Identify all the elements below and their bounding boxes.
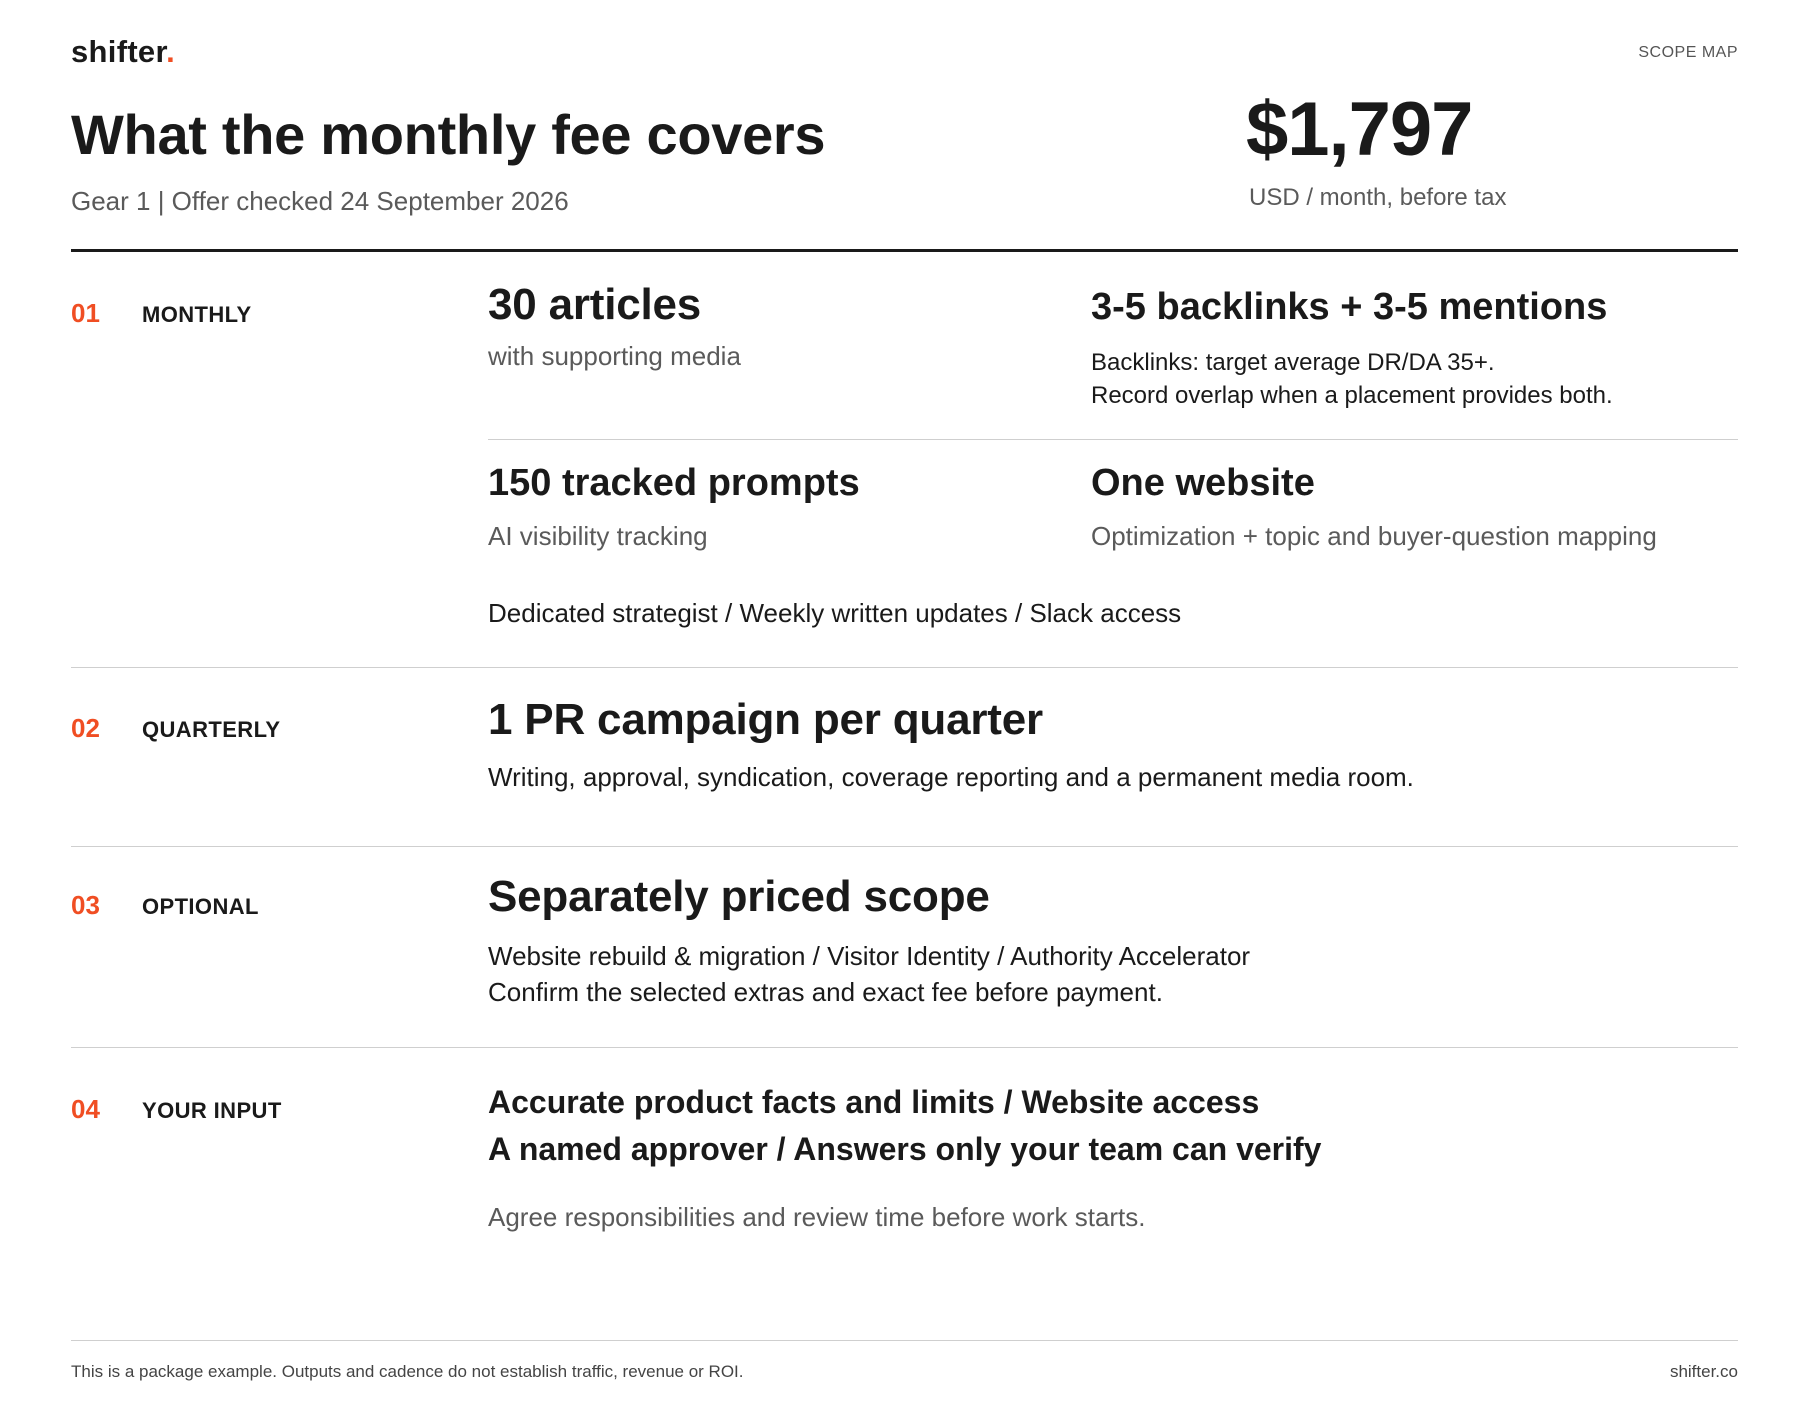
backlinks-title: 3-5 backlinks + 3-5 mentions: [1091, 286, 1608, 328]
inner-divider: [488, 439, 1738, 440]
section-number: 04: [71, 1094, 100, 1124]
pr-campaign-description: Writing, approval, syndication, coverage…: [488, 762, 1414, 792]
logo-dot: .: [166, 34, 176, 69]
footer-divider: [71, 1340, 1738, 1341]
backlinks-line-2: Record overlap when a placement provides…: [1091, 382, 1613, 409]
section-label: MONTHLY: [142, 302, 252, 327]
logo-text: shifter: [71, 34, 167, 69]
price-note: USD / month, before tax: [1249, 184, 1507, 211]
articles-subtitle: with supporting media: [488, 341, 741, 371]
monthly-extras: Dedicated strategist / Weekly written up…: [488, 598, 1182, 628]
section-number: 01: [71, 298, 100, 328]
section-number: 02: [71, 713, 100, 743]
optional-scope-line-1: Website rebuild & migration / Visitor Id…: [488, 941, 1251, 971]
page-title: What the monthly fee covers: [71, 103, 826, 166]
backlinks-line-1: Backlinks: target average DR/DA 35+.: [1091, 349, 1495, 376]
input-note: Agree responsibilities and review time b…: [488, 1202, 1146, 1232]
articles-title: 30 articles: [488, 280, 702, 329]
header-divider: [71, 249, 1738, 252]
brand-logo: shifter.: [71, 34, 175, 70]
section-divider: [71, 667, 1738, 668]
section-divider: [71, 846, 1738, 847]
section-label: YOUR INPUT: [142, 1098, 282, 1123]
website-title: One website: [1091, 462, 1315, 504]
optional-scope-line-2: Confirm the selected extras and exact fe…: [488, 977, 1163, 1007]
section-number: 03: [71, 890, 100, 920]
optional-scope-title: Separately priced scope: [488, 872, 990, 921]
footer-disclaimer: This is a package example. Outputs and c…: [71, 1362, 744, 1381]
scope-map-tag: SCOPE MAP: [1638, 44, 1738, 61]
pr-campaign-title: 1 PR campaign per quarter: [488, 695, 1043, 744]
page-subtitle: Gear 1 | Offer checked 24 September 2026: [71, 186, 569, 216]
input-line-1: Accurate product facts and limits / Webs…: [488, 1084, 1260, 1120]
prompts-title: 150 tracked prompts: [488, 462, 860, 504]
scope-map-page: shifter. SCOPE MAP What the monthly fee …: [71, 0, 1738, 1412]
input-line-2: A named approver / Answers only your tea…: [488, 1131, 1322, 1167]
section-label: OPTIONAL: [142, 894, 259, 919]
section-label: QUARTERLY: [142, 717, 281, 742]
website-subtitle: Optimization + topic and buyer-question …: [1091, 521, 1657, 551]
footer-site: shifter.co: [1669, 1362, 1738, 1381]
prompts-subtitle: AI visibility tracking: [488, 521, 708, 551]
monthly-price: $1,797: [1246, 87, 1473, 172]
section-divider: [71, 1047, 1738, 1048]
